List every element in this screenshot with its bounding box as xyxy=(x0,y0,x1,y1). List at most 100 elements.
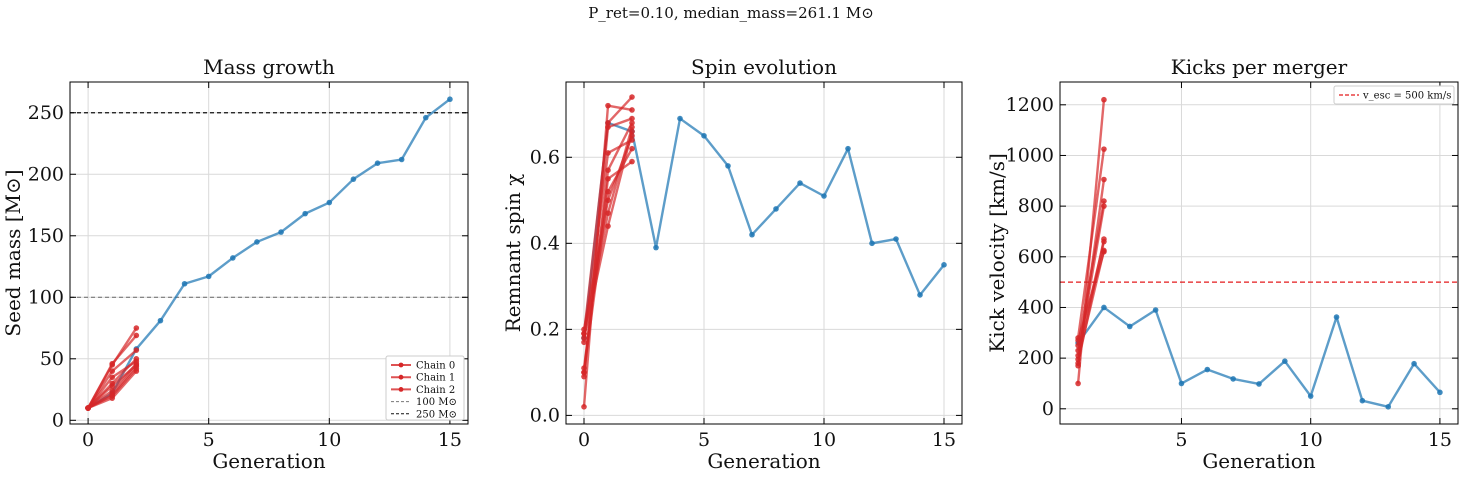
main-series-point xyxy=(254,239,260,245)
y-tick-label: 50 xyxy=(40,348,64,370)
x-tick-label: 15 xyxy=(932,429,956,451)
main-series-point xyxy=(278,229,284,235)
chain-series-point xyxy=(1101,96,1107,103)
chain-series-point xyxy=(581,373,587,380)
main-series-point xyxy=(1256,381,1262,387)
legend-label: Chain 0 xyxy=(416,361,455,372)
legend-kicks: v_esc = 500 km/s xyxy=(1333,85,1455,105)
chain-series-point xyxy=(629,145,635,152)
chain-series-point xyxy=(1075,380,1081,387)
chain-series-point xyxy=(605,102,611,109)
x-tick-label: 0 xyxy=(578,429,590,451)
y-tick-label: 400 xyxy=(1018,296,1054,318)
panel-3: 5 10 15 0 200 400 600 800 1000 1200 Kicks per merg… xyxy=(985,55,1459,473)
main-series-point xyxy=(1411,360,1417,367)
chain-series-point xyxy=(629,115,635,122)
chain-series-point xyxy=(1101,198,1107,204)
main-series-point xyxy=(917,292,923,298)
main-series-line xyxy=(87,98,451,410)
panel-title: Kicks per merger xyxy=(1171,55,1348,79)
main-series-point xyxy=(677,115,683,122)
legend-label: 100 M⊙ xyxy=(416,397,457,408)
chain-series-point xyxy=(605,188,611,195)
main-series-point xyxy=(821,193,827,199)
main-series-point xyxy=(1385,403,1392,410)
main-series-point xyxy=(1178,380,1185,387)
main-series-point xyxy=(374,160,381,166)
legend-box xyxy=(385,355,465,421)
legend-swatch-marker xyxy=(398,362,404,368)
x-tick-label: 10 xyxy=(317,429,341,451)
x-axis-label: Generation xyxy=(707,449,820,473)
x-tick-label: 15 xyxy=(438,429,462,451)
y-tick-label: 150 xyxy=(28,225,64,247)
chain-series-point xyxy=(133,363,140,369)
main-series-point xyxy=(422,114,429,121)
y-tick-label: 600 xyxy=(1018,246,1054,268)
main-series-point xyxy=(749,231,755,238)
chain-series-point xyxy=(109,380,116,387)
x-tick-label: 10 xyxy=(812,429,836,451)
panel-title: Mass growth xyxy=(203,55,335,79)
main-series-point xyxy=(1437,389,1443,396)
legend-label: v_esc = 500 km/s xyxy=(1362,91,1451,102)
axes-frame xyxy=(565,81,963,425)
chain-series-point xyxy=(1101,176,1107,183)
chain-series-point xyxy=(1101,203,1107,209)
chain-series-point xyxy=(133,355,140,362)
main-series-point xyxy=(326,199,333,206)
chain-series-point xyxy=(605,124,611,130)
y-tick-label: 0 xyxy=(52,409,64,431)
chain-series-point xyxy=(1101,238,1107,245)
y-tick-label: 0.4 xyxy=(530,232,560,254)
panel-title: Spin evolution xyxy=(691,55,837,79)
chain-series-point xyxy=(85,405,91,411)
chain-series-point xyxy=(581,369,587,376)
main-series-point xyxy=(1282,358,1288,364)
chain-series-point xyxy=(133,332,140,339)
y-tick-label: 200 xyxy=(28,163,64,185)
main-series-point xyxy=(869,240,875,247)
main-series-point xyxy=(181,280,188,287)
chain-series-point xyxy=(1075,337,1081,344)
x-tick-label: 15 xyxy=(1428,429,1452,451)
main-series-point xyxy=(725,163,731,169)
main-series-point xyxy=(1230,376,1236,382)
axes-frame xyxy=(1059,81,1459,425)
chain-series-point xyxy=(629,94,635,100)
chain-series-point xyxy=(629,107,635,113)
chain-series-point xyxy=(581,403,587,410)
y-tick-label: 0.2 xyxy=(530,318,560,340)
axes-frame xyxy=(69,81,469,425)
main-series-point xyxy=(350,176,357,182)
main-series-point xyxy=(1359,397,1366,404)
x-tick-label: 5 xyxy=(1175,429,1187,451)
main-series-point xyxy=(1101,304,1107,311)
main-series-point xyxy=(1152,307,1159,313)
chain-series-point xyxy=(109,360,116,367)
main-series-point xyxy=(773,206,779,212)
chain-series-point xyxy=(1075,356,1081,363)
x-axis-label: Generation xyxy=(1202,449,1315,473)
x-axis-label: Generation xyxy=(212,449,325,473)
main-series-point xyxy=(157,317,164,324)
chain-series-point xyxy=(581,330,587,337)
chain-series-point xyxy=(605,175,611,182)
chain-series-point xyxy=(109,374,116,381)
x-tick-label: 5 xyxy=(698,429,710,451)
main-series-point xyxy=(302,210,308,217)
main-series-point xyxy=(941,262,947,268)
y-tick-label: 1000 xyxy=(1006,144,1054,166)
main-series-point xyxy=(1204,366,1211,373)
chain-series-point xyxy=(629,120,635,126)
y-axis-label: Kick velocity [km/s] xyxy=(985,153,1009,353)
main-series-point xyxy=(701,132,707,139)
y-axis-label: Remnant spin χ xyxy=(501,174,525,333)
chain-series-point xyxy=(629,137,635,143)
panel-2: 0 5 10 15 0.0 0.2 0.4 0.6 Spin evolution Generati… xyxy=(501,55,963,473)
chain-series-point xyxy=(133,347,140,353)
figure-suptitle: P_ret=0.10, median_mass=261.1 M⊙ xyxy=(588,4,874,22)
